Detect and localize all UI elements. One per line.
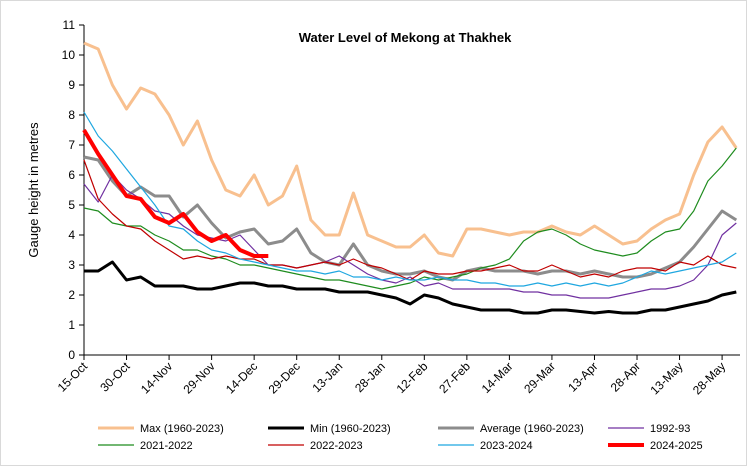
series-line — [83, 155, 738, 282]
legend-label: 2024-2025 — [650, 440, 703, 452]
series-line — [84, 260, 737, 315]
y-tick-label: 4 — [68, 228, 75, 242]
y-tick-label: 7 — [68, 138, 75, 152]
chart-title: Water Level of Mekong at Thakhek — [299, 30, 512, 45]
y-axis-label: Gauge height in metres — [26, 122, 41, 258]
legend-label: 2021-2022 — [140, 440, 193, 452]
legend-label: 2023-2024 — [480, 440, 533, 452]
series-line — [83, 111, 737, 287]
y-tick-label: 0 — [68, 348, 75, 362]
y-tick-label: 10 — [62, 48, 76, 62]
legend-label: Min (1960-2023) — [310, 423, 391, 435]
y-tick-label: 8 — [68, 108, 75, 122]
y-tick-label: 2 — [68, 288, 75, 302]
series-line — [83, 147, 737, 290]
series-line — [82, 128, 269, 258]
y-tick-label: 3 — [68, 258, 75, 272]
legend-label: 1992-93 — [650, 423, 690, 435]
legend-label: Max (1960-2023) — [140, 423, 224, 435]
y-tick-label: 5 — [68, 198, 75, 212]
y-tick-label: 6 — [68, 168, 75, 182]
y-tick-label: 9 — [68, 78, 75, 92]
y-tick-label: 11 — [63, 18, 76, 32]
series-line — [83, 174, 737, 299]
y-tick-label: 1 — [68, 318, 75, 332]
legend-label: 2022-2023 — [310, 440, 363, 452]
legend-label: Average (1960-2023) — [480, 423, 584, 435]
series-line — [83, 41, 738, 258]
